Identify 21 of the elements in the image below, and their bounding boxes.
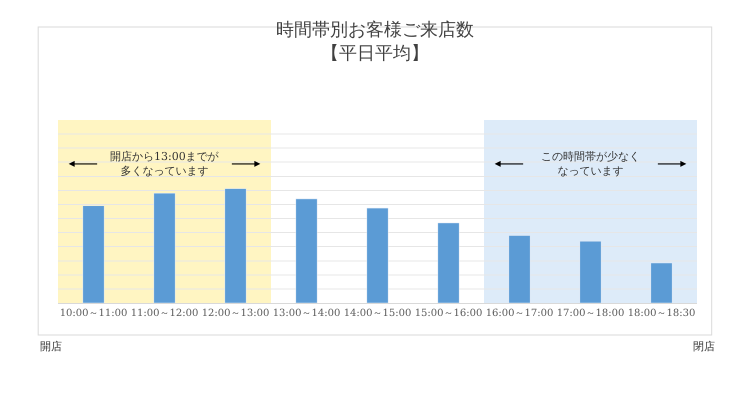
text: 開店 <box>40 340 62 353</box>
x-tick-label: 14:00～15:00 <box>344 308 412 319</box>
x-tick-label: 16:00～17:00 <box>486 308 554 319</box>
x-tick-label: 17:00～18:00 <box>556 308 624 319</box>
chart-title: 時間帯別お客様ご来店数 <box>276 19 474 40</box>
bar <box>366 208 388 303</box>
chart-subtitle: 【平日平均】 <box>321 42 429 64</box>
bar <box>224 188 246 303</box>
x-tick-label: 10:00～11:00 <box>60 308 128 319</box>
x-tick-label: 11:00～12:00 <box>130 308 198 319</box>
bar <box>82 206 104 303</box>
bar <box>438 222 460 303</box>
band-label: この時間帯が少なくなっています <box>541 150 640 178</box>
x-tick-label: 13:00～14:00 <box>272 308 340 319</box>
x-tick-label: 18:00～18:30 <box>628 308 696 319</box>
x-tick-label: 12:00～13:00 <box>202 308 270 319</box>
x-tick-label: 15:00～16:00 <box>414 308 482 319</box>
band-label: 開店から13:00までが多くなっています <box>110 150 220 178</box>
bar <box>154 192 176 303</box>
text: 閉店 <box>693 340 715 353</box>
bar <box>296 198 318 303</box>
